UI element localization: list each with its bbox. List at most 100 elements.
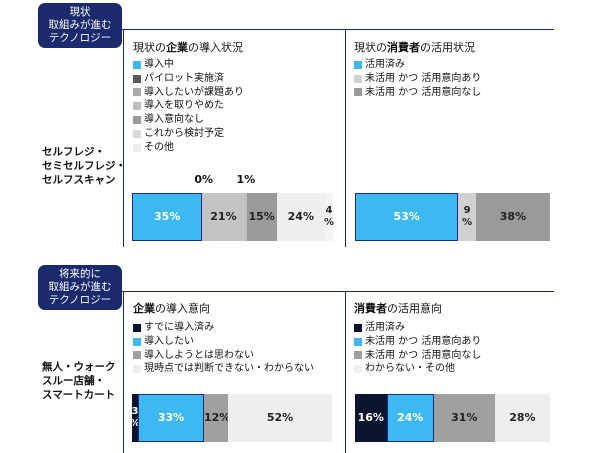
data-label: 15%	[248, 210, 275, 223]
legend-swatch	[133, 74, 141, 83]
legend-swatch	[133, 143, 141, 152]
legend-item: 導入したい	[133, 335, 314, 349]
legend-swatch	[354, 74, 362, 83]
row-label-line: 無人・ウォーク	[42, 361, 116, 373]
bar-segment	[355, 394, 387, 442]
data-label: 21%	[210, 210, 237, 223]
data-label: 31%	[451, 411, 478, 424]
bar-segment	[458, 193, 476, 241]
legend-label: 導入意向なし	[144, 114, 204, 126]
bar-segment	[132, 394, 138, 442]
legend-swatch	[133, 365, 141, 374]
stacked-bar-consumer-future: 16% 24% 31% 28%	[355, 394, 550, 442]
legend-label: 導入しようとは思わない	[144, 349, 254, 361]
legend-item: 導入しようとは思わない	[133, 349, 314, 363]
bar-segment	[244, 193, 247, 241]
stacked-bar-consumer-current: 53% 9% 38%	[355, 193, 550, 241]
panel-separator	[345, 29, 346, 247]
section-left-rule	[123, 29, 124, 247]
bar-segment	[494, 394, 550, 442]
panel-title-company-future: 企業の導入意向	[133, 302, 210, 315]
legend-label: 未活用 かつ 活用意向なし	[365, 86, 482, 98]
data-label: 28%	[509, 411, 536, 424]
bar-segment	[132, 193, 203, 241]
legend-label: 導入中	[144, 59, 174, 70]
legend-swatch	[133, 351, 141, 360]
legend-item: 未活用 かつ 活用意向あり	[354, 72, 481, 86]
data-label: 53%	[393, 210, 420, 223]
legend-label: 導入を取りやめた	[144, 100, 224, 112]
legend-item: 導入中	[133, 58, 244, 72]
stacked-bar-company-current: 35% 0% 21% 1% 15% 24% 4%	[132, 173, 334, 241]
bar-segment	[433, 394, 495, 442]
legend-swatch	[133, 88, 141, 97]
badge-line: 取組みが進む	[48, 281, 112, 293]
data-label: 24%	[287, 210, 314, 223]
panel-title-company-current: 現状の企業の導入状況	[133, 41, 243, 54]
legend-label: 導入したい	[144, 335, 194, 347]
legend-item: すでに導入済み	[133, 321, 314, 335]
section-badge-current: 現状 取組みが進む テクノロジー	[38, 3, 122, 48]
section-divider	[38, 291, 554, 292]
legend-label: 未活用 かつ 活用意向あり	[365, 335, 482, 347]
bar-segment	[355, 193, 459, 241]
legend-item: 現時点では判断できない・わからない	[133, 362, 314, 376]
row-label-line: セミセルフレジ・	[42, 160, 126, 172]
bar-segment	[276, 193, 325, 241]
data-label: 52%	[266, 411, 294, 424]
panel-title-consumer-current: 現状の消費者の活用状況	[354, 41, 475, 54]
legend-item: 活用済み	[354, 58, 481, 72]
data-label: 33%	[157, 411, 185, 424]
legend-label: 活用済み	[365, 59, 405, 70]
legend-label: 導入したいが課題あり	[144, 86, 244, 98]
data-label: 9%	[462, 205, 473, 228]
row-label-line: セルフスキャン	[42, 174, 116, 186]
badge-line: テクノロジー	[48, 294, 112, 306]
legend-label: すでに導入済み	[144, 322, 215, 333]
legend-label: 未活用 かつ 活用意向あり	[365, 72, 482, 84]
legend-label: パイロット実施済	[144, 72, 224, 84]
legend-swatch	[133, 323, 141, 332]
legend-item: 活用済み	[354, 321, 481, 335]
legend-consumer-future: 活用済み 未活用 かつ 活用意向あり 未活用 かつ 活用意向なし わからない・その他	[354, 321, 481, 376]
data-label: 1%	[236, 173, 256, 186]
bar-segment	[324, 193, 333, 241]
row-label-line: スルー店舗・	[42, 375, 105, 387]
legend-item: わからない・その他	[354, 362, 481, 376]
legend-item: 未活用 かつ 活用意向あり	[354, 335, 481, 349]
badge-line: 現状	[69, 6, 91, 18]
legend-label: わからない・その他	[365, 363, 455, 375]
legend-swatch	[354, 365, 362, 374]
legend-swatch	[133, 337, 141, 346]
legend-swatch	[354, 351, 362, 360]
bar-segment	[386, 394, 434, 442]
section-left-rule	[123, 291, 124, 453]
legend-swatch	[133, 60, 141, 69]
bar-segment	[202, 193, 245, 241]
row-label-self-checkout: セルフレジ・ セミセルフレジ・ セルフスキャン	[42, 145, 126, 187]
legend-company-future: すでに導入済み 導入したい導入しようとは思わない 現時点では判断できない・わからない	[133, 321, 314, 376]
bar-segment	[138, 394, 204, 442]
legend-item: 未活用 かつ 活用意向なし	[354, 86, 481, 100]
data-label: 4%	[323, 205, 334, 228]
legend-swatch	[133, 102, 141, 111]
badge-line: 取組みが進む	[48, 19, 112, 31]
data-label: 38%	[499, 210, 527, 223]
bar-segment	[475, 193, 550, 241]
data-label: 24%	[396, 411, 424, 424]
data-label: 35%	[154, 210, 181, 223]
data-label: 0%	[194, 173, 214, 186]
row-label-unmanned-store: 無人・ウォーク スルー店舗・ スマートカート	[42, 360, 116, 402]
legend-item: 導入を取りやめた	[133, 99, 244, 113]
legend-label: 活用済み	[365, 322, 405, 333]
legend-label: これから検討予定	[144, 127, 224, 139]
section-badge-future: 将来的に 取組みが進む テクノロジー	[38, 265, 122, 310]
legend-item: パイロット実施済	[133, 72, 244, 86]
legend-swatch	[354, 337, 362, 346]
section-divider	[38, 29, 554, 30]
legend-item: これから検討予定	[133, 127, 244, 141]
legend-item: その他	[133, 141, 244, 155]
legend-item: 導入したいが課題あり	[133, 86, 244, 100]
legend-swatch	[133, 129, 141, 138]
badge-line: テクノロジー	[48, 32, 112, 44]
